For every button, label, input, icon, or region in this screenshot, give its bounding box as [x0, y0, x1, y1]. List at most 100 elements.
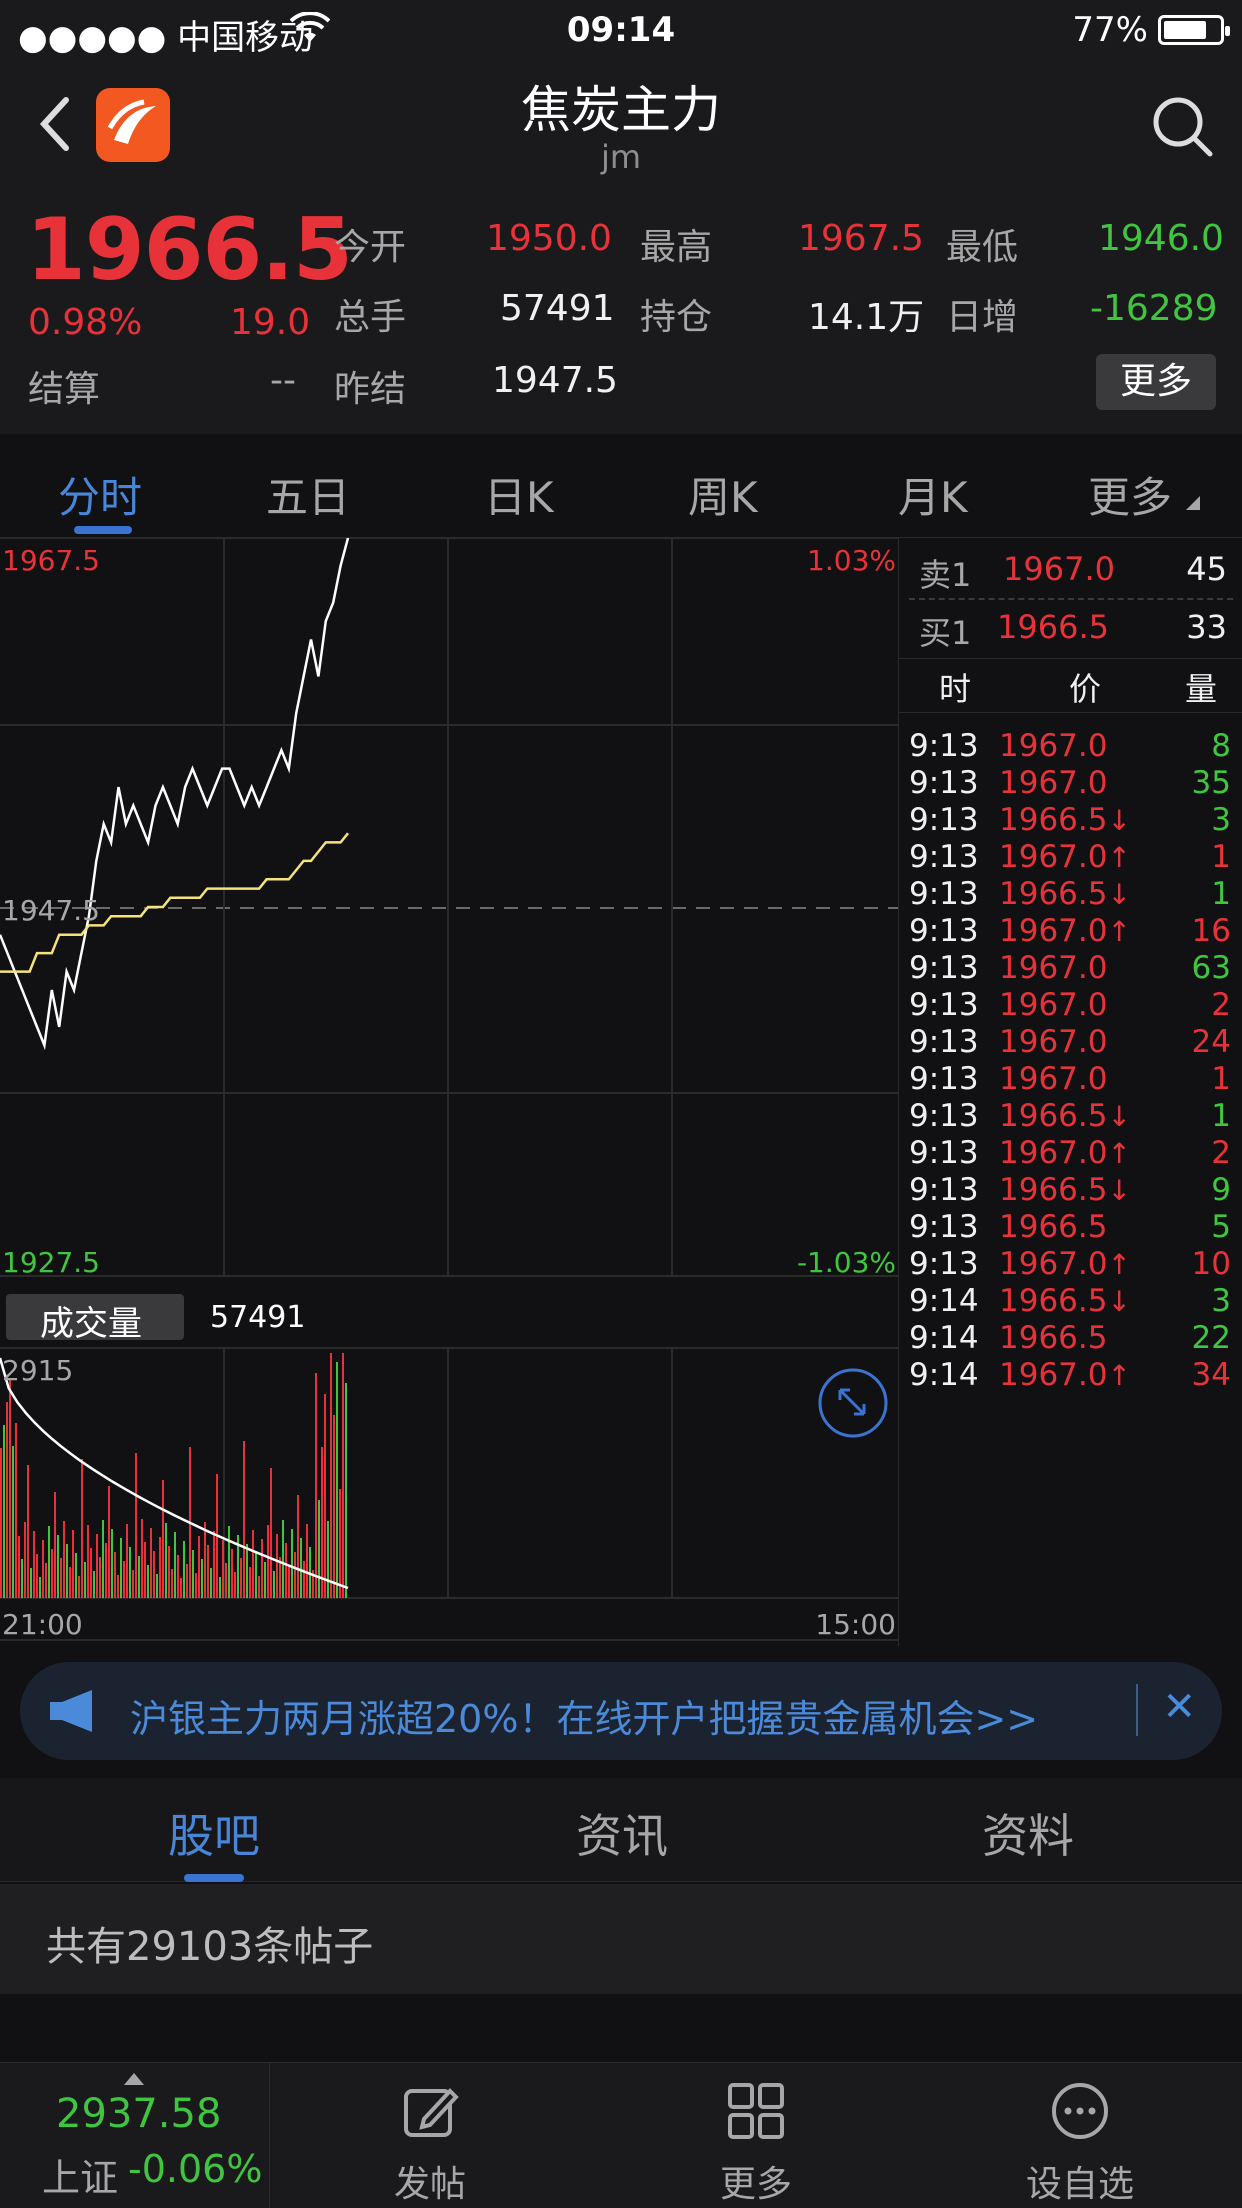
more-button[interactable]: 更多 — [656, 2063, 856, 2208]
trade-price: 1967.0↑ — [999, 839, 1131, 875]
post-button[interactable]: 发帖 — [330, 2063, 530, 2208]
volume-bar — [3, 1425, 5, 1598]
tab-monthly-k[interactable]: 月K — [898, 473, 968, 522]
trade-time: 9:13 — [909, 950, 979, 986]
index-ticker[interactable]: 2937.58 上证 -0.06% — [0, 2063, 270, 2208]
trade-qty: 35 — [1191, 765, 1231, 801]
add-watchlist-label: 设自选 — [1025, 2164, 1134, 2205]
volume-bar — [162, 1480, 164, 1598]
tab-info[interactable]: 资料 — [982, 1809, 1074, 1863]
trade-time: 9:13 — [909, 728, 979, 764]
trade-row: 9:13 1966.5 5 — [899, 1203, 1242, 1255]
trade-price: 1966.5 — [999, 1209, 1108, 1245]
tab-daily-k[interactable]: 日K — [484, 473, 554, 522]
ask-qty: 45 — [1186, 550, 1227, 588]
volume-bar — [105, 1543, 107, 1598]
volume-bar — [60, 1558, 62, 1598]
volume-bar — [15, 1423, 17, 1598]
tab-forum[interactable]: 股吧 — [168, 1809, 260, 1863]
edit-icon — [404, 2088, 459, 2137]
section-tabs: 股吧 资讯 资料 — [0, 1778, 1242, 1882]
tab-five-day[interactable]: 五日 — [266, 473, 351, 522]
volume-max: 2915 — [2, 1354, 74, 1387]
trade-qty: 1 — [1211, 839, 1231, 875]
volume-bar — [219, 1577, 221, 1598]
trade-time: 9:13 — [909, 1098, 979, 1134]
volume-bar — [195, 1573, 197, 1598]
daily-inc-label: 日增 — [946, 297, 1019, 338]
volume-tab[interactable]: 成交量 — [6, 1294, 184, 1344]
banner-close-icon[interactable]: ✕ — [1162, 1684, 1196, 1730]
back-icon[interactable] — [36, 94, 76, 154]
trade-price: 1966.5↓ — [999, 1283, 1131, 1319]
volume-bar — [306, 1524, 308, 1598]
volume-bar — [294, 1552, 296, 1598]
status-bar: ●●●●● 中国移动 09:14 77% — [0, 0, 1242, 62]
volume-bar — [87, 1525, 89, 1598]
trade-row: 9:13 1966.5↓ 1 — [899, 1092, 1242, 1144]
more-fields-button[interactable]: 更多 — [1096, 354, 1216, 410]
up-triangle-icon — [124, 2073, 144, 2085]
volume-bar — [264, 1562, 266, 1598]
volume-value: 57491 — [500, 288, 615, 329]
volume-curve — [0, 1357, 349, 1590]
volume-bar — [318, 1500, 320, 1598]
trade-row: 9:13 1966.5↓ 3 — [899, 796, 1242, 848]
volume-bar — [231, 1549, 233, 1598]
page-subtitle: jm — [600, 138, 642, 176]
post-count: 共有29103条帖子 — [46, 1924, 374, 1970]
page-title: 焦炭主力 — [521, 81, 721, 139]
oi-value: 14.1万 — [808, 297, 925, 338]
volume-bar — [330, 1353, 332, 1598]
header-price: 价 — [1069, 670, 1102, 708]
volume-bar — [201, 1559, 203, 1598]
trade-price: 1967.0↑ — [999, 1357, 1131, 1393]
volume-bar — [210, 1568, 212, 1598]
trade-price: 1967.0 — [999, 765, 1108, 801]
settle-value: -- — [270, 360, 296, 401]
promo-banner[interactable]: 沪银主力两月涨超20%！在线开户把握贵金属机会>> ✕ — [20, 1662, 1222, 1760]
axis-bottom-percent: -1.03% — [796, 1246, 896, 1279]
trade-qty: 1 — [1211, 1098, 1231, 1134]
trade-row: 9:13 1967.0 8 — [899, 722, 1242, 774]
trade-time: 9:13 — [909, 1246, 979, 1282]
trade-row: 9:14 1966.5↓ 3 — [899, 1277, 1242, 1329]
prev-settle-label: 昨结 — [334, 369, 407, 410]
banner-text[interactable]: 沪银主力两月涨超20%！在线开户把握贵金属机会>> — [130, 1697, 1039, 1741]
volume-bar — [42, 1540, 44, 1598]
tab-weekly-k[interactable]: 周K — [688, 473, 758, 522]
volume-bar — [261, 1539, 263, 1598]
app-logo-icon[interactable] — [96, 88, 170, 162]
search-icon[interactable] — [1150, 94, 1214, 158]
ask-price: 1967.0 — [1003, 550, 1115, 588]
trade-row: 9:14 1967.0↑ 34 — [899, 1351, 1242, 1403]
volume-bar — [315, 1373, 317, 1598]
volume-bar — [168, 1546, 170, 1598]
trade-qty: 8 — [1211, 728, 1231, 764]
trade-qty: 9 — [1211, 1172, 1231, 1208]
expand-icon[interactable] — [818, 1368, 888, 1438]
volume-label: 总手 — [334, 297, 407, 338]
megaphone-icon — [50, 1690, 92, 1732]
trade-qty: 24 — [1191, 1024, 1231, 1060]
volume-bar — [327, 1521, 329, 1598]
volume-bar — [243, 1441, 245, 1598]
volume-bar — [192, 1550, 194, 1598]
tab-intraday[interactable]: 分时 — [58, 473, 143, 522]
tab-news[interactable]: 资讯 — [576, 1809, 668, 1863]
section-tab-underline — [184, 1874, 244, 1882]
volume-tab-label: 成交量 — [40, 1304, 142, 1344]
add-watchlist-button[interactable]: 设自选 — [980, 2063, 1180, 2208]
volume-bar — [135, 1453, 137, 1598]
trade-qty: 34 — [1191, 1357, 1231, 1393]
volume-bar — [165, 1523, 167, 1598]
volume-bar — [126, 1524, 128, 1598]
volume-bar — [153, 1551, 155, 1598]
tab-more[interactable]: 更多 — [1088, 473, 1173, 522]
wifi-icon — [289, 11, 331, 48]
volume-bar — [123, 1561, 125, 1598]
axis-mid-price: 1947.5 — [2, 894, 100, 927]
volume-bar — [108, 1486, 110, 1598]
volume-total: 57491 — [210, 1300, 306, 1335]
intraday-chart[interactable]: 1967.5 1.03% 1947.5 1927.5 -1.03% 成交量 57… — [0, 538, 898, 1646]
